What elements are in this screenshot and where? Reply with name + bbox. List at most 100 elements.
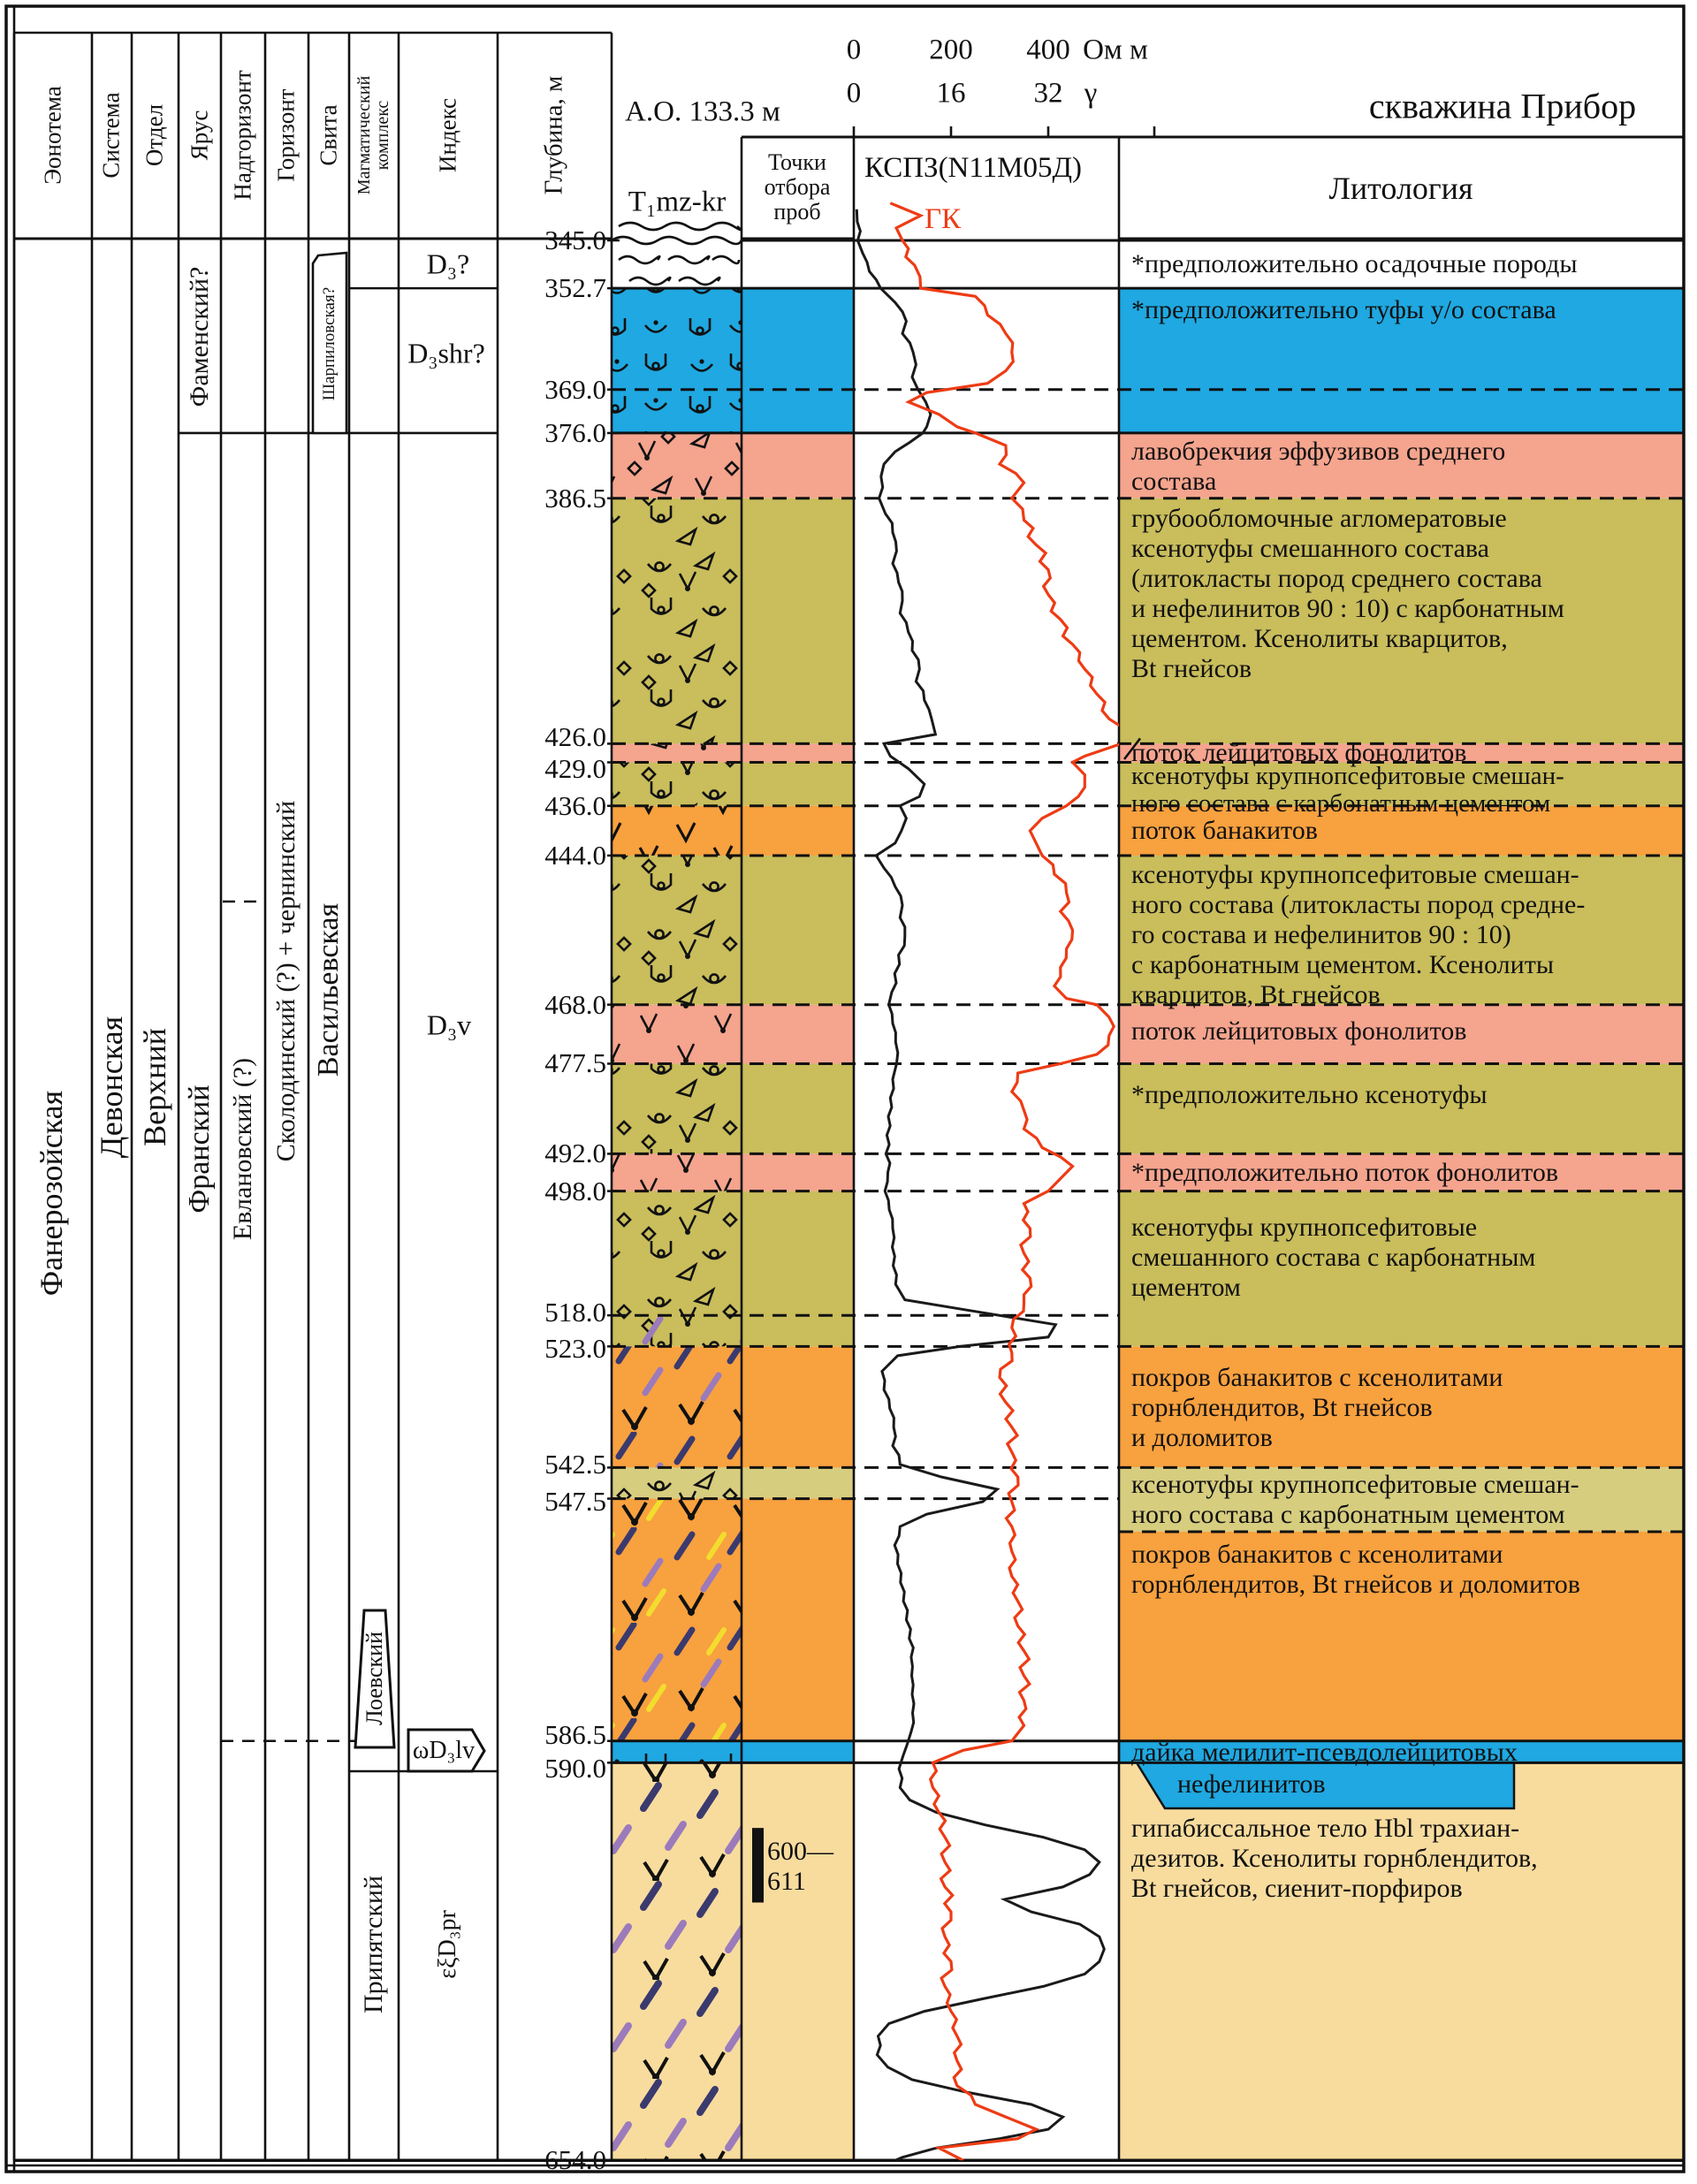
col-header-suite: Свита [315,104,342,166]
litho-text-line: го состава и нефелинитов 90 : 10) [1131,920,1511,949]
litho-text-line: *предположительно ксенотуфы [1131,1080,1488,1109]
strat-magmatic-upper: Лоевский [361,1632,387,1725]
depth-label-352.7: 352.7 [544,272,606,304]
depth-label-586.5: 586.5 [544,1718,606,1750]
res-tick-200: 200 [929,34,973,66]
col-header-eonoteme: Эонотема [39,86,66,185]
lithology-header: Литология [1328,171,1473,206]
litho-text-line: смешанного состава с карбонатным [1131,1243,1536,1272]
col-header-superhorizon: Надгоризонт [229,70,256,201]
gamma-tick-16: 16 [936,77,966,110]
depth-label-345.0: 345.0 [544,224,606,255]
litho-text-line: ксенотуфы крупнопсефитовые смешан- [1131,1470,1579,1499]
litho-text-line: грубообломочные агломератовые [1131,504,1507,533]
litho-text-line: дезитов. Ксенолиты горнблендитов, [1131,1844,1538,1873]
litho-text-line: *предположительно поток фонолитов [1131,1157,1558,1187]
litho-text-line: ксенотуфы смешанного состава [1131,534,1489,563]
depth-label-590.0: 590.0 [544,1753,606,1784]
litho-text-line: ксенотуфы крупнопсефитовые смешан- [1131,762,1564,790]
litho-text-line: ного состава с карбонатным цементом [1131,789,1551,818]
curve-gamma-label: ГК [925,203,962,235]
litho-text-line: *предположительно осадочные породы [1131,249,1578,279]
strat-index-d3shr: D₃shr? [407,337,485,369]
litho-text-line: лавобрекчия эффузивов среднего [1131,437,1506,466]
litho-text-line: поток банакитов [1131,815,1318,845]
litho-text-line: ного состава (литокласты пород средне- [1131,890,1586,919]
depth-label-498.0: 498.0 [544,1175,606,1206]
sample-interval-line1: 600— [767,1837,833,1866]
depth-label-376.0: 376.0 [544,416,606,448]
strat-stage-lower: Франский [183,1084,216,1214]
depth-label-518.0: 518.0 [544,1297,606,1328]
litho-text-line: поток лейцитовых фонолитов [1131,1016,1467,1046]
strat-index-exd3pr: εξD₃pr [434,1910,461,1979]
strat-suite-lower: Васильевская [312,902,345,1077]
litho-text-line: нефелинитов [1177,1769,1326,1799]
litho-text-line: горнблендитов, Bt гнейсов [1131,1393,1433,1422]
strat-magmatic-lower: Припятский [359,1875,388,2014]
depth-label-386.5: 386.5 [544,482,606,514]
overlying-unit-label: T₁mz-kr [628,186,727,218]
litho-text-line: кварцитов, Bt гнейсов [1131,980,1381,1009]
gamma-unit-label: γ [1084,77,1098,110]
datum-label: А.О. 133.3 м [625,95,780,128]
litho-text-line: Bt гнейсов [1131,654,1252,683]
depth-label-369.0: 369.0 [544,373,606,405]
col-header-magmatic: Магматический комплекс [354,75,392,195]
sample-interval-line2: 611 [767,1867,806,1896]
col-header-depth: Глубина, м [539,75,568,195]
litho-text-line: покров банакитов с ксенолитами [1131,1540,1503,1569]
depth-label-426.0: 426.0 [544,721,606,753]
col-header-horizon: Горизонт [272,88,300,182]
depth-label-547.5: 547.5 [544,1485,606,1517]
litho-text-line: и доломитов [1131,1423,1273,1452]
litho-text-line: состава [1131,467,1217,496]
litho-text-line: цементом [1131,1273,1241,1302]
col-header-stage: Ярус [186,110,213,161]
litho-text-line: ксенотуфы крупнопсефитовые смешан- [1131,860,1579,889]
page-title: скважина Прибор [1368,86,1637,126]
res-tick-400: 400 [1026,34,1070,66]
res-unit-label: Ом м [1083,34,1148,66]
litho-text-line: Bt гнейсов, сиенит-порфиров [1131,1874,1463,1903]
depth-label-542.5: 542.5 [544,1449,606,1480]
col-header-index: Индекс [434,97,461,173]
col-header-system: Система [97,92,125,179]
res-tick-0: 0 [846,34,862,66]
litho-text-line: (литокласты пород среднего состава [1131,564,1542,593]
strat-superhorizon: Евлановский (?) [228,1057,257,1241]
litho-text-line: и нефелинитов 90 : 10) с карбонатным [1131,594,1564,623]
strat-series: Верхний [137,1028,172,1146]
gamma-tick-0: 0 [846,77,862,110]
strat-horizon: Сколодинский (?) + чернинский [271,800,301,1162]
litho-text-line: ксенотуфы крупнопсефитовые [1131,1213,1478,1242]
depth-label-429.0: 429.0 [544,752,606,784]
depth-label-492.0: 492.0 [544,1138,606,1169]
sample-column-header: Точки отбора проб [764,149,831,224]
litho-text-line: дайка мелилит-псевдолейцитовых [1131,1738,1518,1767]
litho-text-line: поток лейцитовых фонолитов [1131,737,1467,767]
depth-label-436.0: 436.0 [544,789,606,821]
litho-text-line: цементом. Ксенолиты кварцитов, [1131,624,1508,653]
strat-suite-upper: Шарпиловская? [320,286,339,401]
strat-index-d3q: D₃? [426,247,470,280]
litho-text-line: с карбонатным цементом. Ксенолиты [1131,950,1554,979]
strat-system: Девонская [94,1016,129,1159]
depth-label-444.0: 444.0 [544,839,606,871]
depth-label-468.0: 468.0 [544,988,606,1020]
depth-label-654.0: 654.0 [544,2144,606,2176]
strat-eonoteme: Фанерозойская [34,1090,69,1297]
col-header-series: Отдел [141,103,168,167]
strat-index-wd3lv: ωD₃lv [412,1737,476,1764]
litho-text-line: ного состава с карбонатным цементом [1131,1500,1565,1529]
litho-text-line: *предположительно туфы у/о состава [1131,295,1556,324]
depth-label-477.5: 477.5 [544,1047,606,1079]
litho-text-line: гипабиссальное тело Hbl трахиан- [1131,1814,1520,1843]
depth-label-523.0: 523.0 [544,1333,606,1365]
strat-index-d3v: D₃v [426,1008,472,1041]
gamma-tick-32: 32 [1033,77,1063,110]
litho-text-line: горнблендитов, Bt гнейсов и доломитов [1131,1570,1580,1599]
litho-text-line: покров банакитов с ксенолитами [1131,1363,1503,1392]
